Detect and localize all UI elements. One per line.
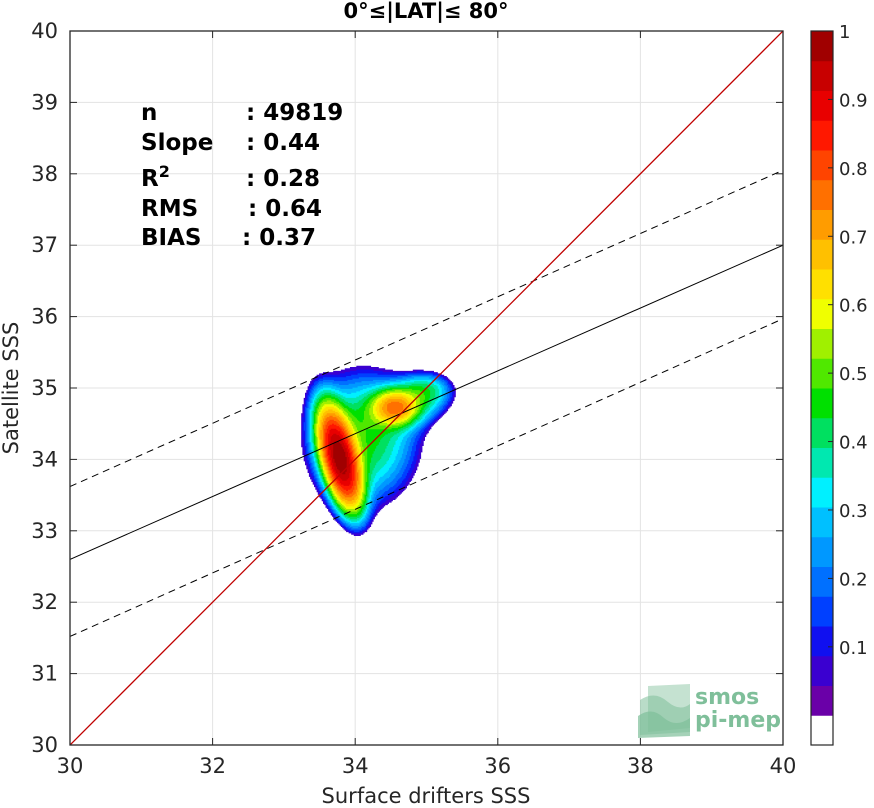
colorbar-tick-label: 0.8 xyxy=(839,159,868,180)
colorbar-segment xyxy=(811,417,833,448)
colorbar-segment xyxy=(811,715,833,746)
colorbar-segment xyxy=(811,328,833,359)
colorbar-tick-label: 0.1 xyxy=(839,638,868,659)
colorbar-frame xyxy=(810,30,834,746)
colorbar-segment xyxy=(811,596,833,627)
stat-value: : 49819 xyxy=(246,100,343,126)
colorbar-tick-label: 0.7 xyxy=(839,227,868,248)
lower-dashed-line xyxy=(70,318,783,637)
x-tick-label: 36 xyxy=(484,754,511,778)
colorbar-tick-label: 0.6 xyxy=(839,296,868,317)
colorbar-segment xyxy=(811,60,833,91)
colorbar-segment xyxy=(811,298,833,329)
y-axis-ticks: 30 31 32 33 34 35 36 37 38 39 40 xyxy=(31,19,783,757)
colorbar-segment xyxy=(811,239,833,270)
y-axis-label: Satellite SSS xyxy=(0,322,23,455)
logo-text-line2: pi-mep xyxy=(695,708,781,733)
stat-label: RMS xyxy=(141,196,198,222)
colorbar-segment xyxy=(811,566,833,597)
x-tick-label: 32 xyxy=(199,754,226,778)
stat-value: : 0.37 xyxy=(242,225,316,251)
stat-label: n xyxy=(141,100,157,126)
upper-dashed-line xyxy=(70,169,783,487)
x-axis-ticks: 30 32 34 36 38 40 xyxy=(57,31,797,778)
stat-value: : 0.44 xyxy=(246,130,320,156)
colorbar-tick-label: 0.5 xyxy=(839,364,868,385)
stat-label: Slope xyxy=(141,130,213,156)
y-tick-label: 31 xyxy=(31,662,58,686)
colorbar-tick-label: 0.3 xyxy=(839,501,868,522)
colorbar-segment xyxy=(811,120,833,151)
logo: smos pi-mep xyxy=(638,684,781,738)
colorbar-segment xyxy=(811,447,833,478)
colorbar-segment xyxy=(811,536,833,567)
y-tick-label: 33 xyxy=(31,519,58,543)
colorbar-segment xyxy=(811,31,833,62)
colorbar-tick-label: 0.2 xyxy=(839,569,868,590)
stat-label: R2 xyxy=(141,162,170,192)
colorbar xyxy=(810,30,834,746)
colorbar-segment xyxy=(811,150,833,181)
x-axis-label: Surface drifters SSS xyxy=(322,784,531,808)
colorbar-segment xyxy=(811,179,833,210)
colorbar-segment xyxy=(811,507,833,538)
y-tick-label: 35 xyxy=(31,376,58,400)
colorbar-tick-label: 1 xyxy=(839,22,850,43)
y-tick-label: 37 xyxy=(31,233,58,257)
colorbar-segment xyxy=(811,90,833,121)
y-tick-label: 40 xyxy=(31,19,58,43)
logo-text-line1: smos xyxy=(695,685,759,710)
y-tick-label: 36 xyxy=(31,305,58,329)
stat-value: : 0.28 xyxy=(246,166,320,192)
colorbar-segment xyxy=(811,655,833,686)
colorbar-segment xyxy=(811,626,833,657)
colorbar-ticks: 0.1 0.2 0.3 0.4 0.5 0.6 0.7 0.8 0.9 1 xyxy=(828,22,868,659)
colorbar-segment xyxy=(811,269,833,300)
regression-lines xyxy=(70,31,783,745)
colorbar-segment xyxy=(811,685,833,716)
stat-value: : 0.64 xyxy=(248,196,322,222)
x-tick-label: 34 xyxy=(342,754,369,778)
logo-waves-icon xyxy=(638,684,690,738)
identity-line xyxy=(70,31,783,745)
colorbar-segment xyxy=(811,388,833,419)
fit-line xyxy=(70,244,783,560)
contour-level xyxy=(333,441,347,475)
colorbar-segment xyxy=(811,209,833,240)
colorbar-segment xyxy=(811,477,833,508)
density-contours xyxy=(301,365,456,536)
stats-box: n : 49819 Slope : 0.44 R2 : 0.28 RMS : 0.64 BIAS… xyxy=(141,100,343,251)
stat-label: BIAS xyxy=(141,225,201,251)
y-tick-label: 38 xyxy=(31,162,58,186)
y-tick-label: 34 xyxy=(31,447,58,471)
y-tick-label: 30 xyxy=(31,733,58,757)
x-tick-label: 30 xyxy=(57,754,84,778)
colorbar-segment xyxy=(811,358,833,389)
x-tick-label: 38 xyxy=(627,754,654,778)
y-tick-label: 32 xyxy=(31,590,58,614)
colorbar-tick-label: 0.4 xyxy=(839,433,868,454)
y-tick-label: 39 xyxy=(31,90,58,114)
x-tick-label: 40 xyxy=(770,754,797,778)
colorbar-tick-label: 0.9 xyxy=(839,90,868,111)
chart-title: 0°≤|LAT|≤ 80° xyxy=(343,0,508,24)
